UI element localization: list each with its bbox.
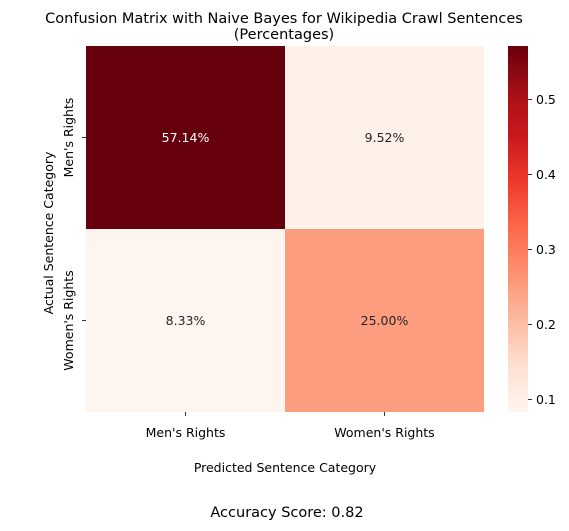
cell-r0-c0 [86, 46, 285, 229]
colorbar [508, 46, 528, 412]
cell-label-r1-c1: 25.00% [361, 313, 409, 328]
cell-r1-c0 [86, 229, 285, 412]
cell-label-r0-c1: 9.52% [365, 130, 405, 145]
x-tick-label-0: Men's Rights [146, 425, 226, 440]
accuracy-score: Accuracy Score: 0.82 [210, 505, 363, 521]
y-tick-label-1: Women's Rights [61, 270, 76, 370]
chart-subtitle: (Percentages) [234, 27, 334, 43]
cell-label-r0-c0: 57.14% [162, 130, 210, 145]
y-axis-label: Actual Sentence Category [41, 151, 56, 314]
colorbar-tick-label-3: 0.4 [536, 167, 556, 182]
cell-label-r1-c0: 8.33% [166, 313, 206, 328]
cell-r0-c1 [285, 46, 484, 229]
colorbar-tick-label-0: 0.1 [536, 392, 556, 407]
colorbar-tick-label-1: 0.2 [536, 317, 556, 332]
y-axis-ticks: Men's Rights Women's Rights [61, 98, 86, 371]
heatmap-cells: 57.14% 9.52% 8.33% 25.00% [86, 46, 484, 412]
colorbar-tick-label-4: 0.5 [536, 92, 556, 107]
colorbar-tick-label-2: 0.3 [536, 242, 556, 257]
colorbar-ticks: 0.1 0.2 0.3 0.4 0.5 [528, 92, 556, 407]
x-axis-label: Predicted Sentence Category [194, 460, 377, 475]
x-tick-label-1: Women's Rights [334, 425, 434, 440]
x-axis-ticks: Men's Rights Women's Rights [146, 412, 435, 440]
chart-title: Confusion Matrix with Naive Bayes for Wi… [45, 11, 523, 27]
y-tick-label-0: Men's Rights [61, 98, 76, 178]
cell-r1-c1 [285, 229, 484, 412]
